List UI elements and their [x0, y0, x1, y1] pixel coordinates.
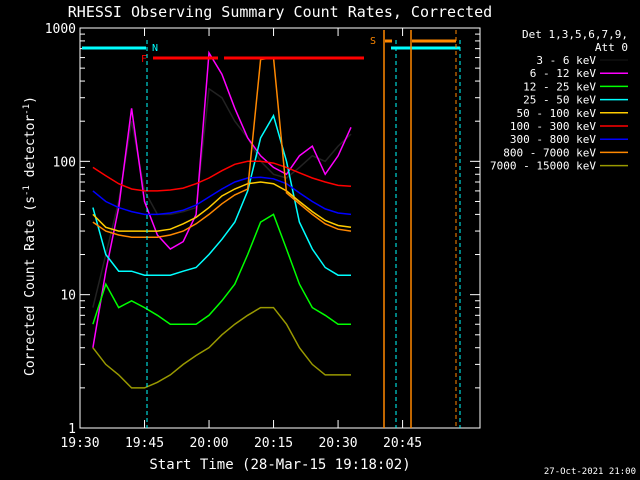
y-axis-label: Corrected Count Rate (s-1 detector-1) — [22, 96, 38, 376]
legend-label: 6 - 12 keV — [530, 67, 597, 80]
series-line — [92, 113, 351, 276]
x-tick-label: 20:45 — [383, 436, 422, 451]
series-line — [92, 56, 352, 238]
observing-flags: FN S — [82, 30, 461, 428]
legend-label: 12 - 25 keV — [523, 80, 596, 93]
x-tick-label: 20:15 — [254, 436, 293, 451]
series-line — [92, 181, 352, 232]
series-lines — [92, 50, 352, 389]
y-tick-label: 1 — [68, 422, 76, 437]
chart-title: RHESSI Observing Summary Count Rates, Co… — [68, 3, 492, 21]
series-line — [92, 87, 352, 308]
plot-frame — [79, 27, 481, 429]
x-tick-label: 20:30 — [318, 436, 357, 451]
night-flag-label: N — [152, 43, 158, 54]
y-axis-label-end: ) — [23, 96, 38, 104]
series-line — [92, 213, 351, 325]
y-axis-label-exp1: -1 — [22, 185, 32, 196]
saa-flag-label: S — [370, 36, 376, 47]
series-line — [92, 176, 352, 216]
legend-label: 3 - 6 keV — [536, 54, 596, 67]
x-tick-label: 20:00 — [189, 436, 228, 451]
x-tick-label: 19:30 — [60, 436, 99, 451]
y-tick-label: 1000 — [45, 22, 76, 37]
y-axis-label-mid: detector — [23, 115, 38, 186]
axis-ticks: 1 10 100 1000 19:30 19:45 20:00 20:15 20:30 20:45 — [45, 22, 480, 451]
legend-label: 7000 - 15000 keV — [490, 160, 596, 173]
legend-header: Det 1,3,5,6,7,9, — [522, 28, 628, 41]
legend-label: 300 - 800 keV — [510, 133, 596, 146]
y-tick-label: 100 — [53, 155, 76, 170]
x-axis-label: Start Time (28-Mar-15 19:18:02) — [149, 457, 410, 473]
legend-label: 800 - 7000 keV — [503, 146, 596, 159]
series-line — [92, 50, 352, 348]
flare-flag-label: F — [141, 54, 147, 65]
y-tick-label: 10 — [60, 289, 76, 304]
legend-header: Att 0 — [595, 41, 628, 54]
series-line — [92, 160, 352, 192]
y-axis-label-main: Corrected Count Rate (s — [23, 196, 38, 376]
x-tick-label: 19:45 — [125, 436, 164, 451]
legend-label: 100 - 300 keV — [510, 120, 596, 133]
legend-label: 50 - 100 keV — [517, 107, 597, 120]
y-axis-label-exp2: -1 — [22, 104, 32, 115]
timestamp: 27-Oct-2021 21:00 — [544, 467, 636, 477]
series-line — [92, 306, 351, 389]
legend-label: 25 - 50 keV — [523, 94, 596, 107]
